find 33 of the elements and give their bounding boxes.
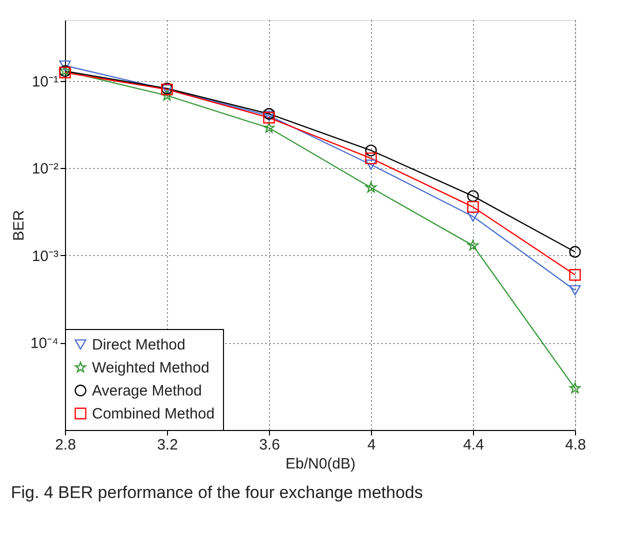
caption: Fig. 4 BER performance of the four exchange methods bbox=[10, 483, 423, 502]
x-tick-label: 2.8 bbox=[55, 436, 76, 454]
point bbox=[59, 60, 71, 71]
point bbox=[569, 285, 581, 296]
legend-label: Weighted Method bbox=[92, 360, 210, 376]
point bbox=[467, 240, 479, 250]
x-tick-label: 3.2 bbox=[157, 436, 178, 454]
point bbox=[569, 382, 581, 394]
y-tick-label: 10⁻³ bbox=[32, 248, 58, 265]
legend-label: Combined Method bbox=[92, 406, 215, 422]
y-axis-title: BER bbox=[10, 210, 28, 241]
point bbox=[365, 152, 377, 164]
point bbox=[467, 190, 479, 202]
x-tick-label: 3.6 bbox=[259, 436, 280, 454]
legend-label: Average Method bbox=[92, 382, 202, 400]
legend-label: Direct Method bbox=[92, 336, 186, 354]
y-tick-label: 10⁻⁴ bbox=[30, 335, 58, 352]
point bbox=[263, 110, 275, 121]
point bbox=[365, 159, 377, 170]
point bbox=[263, 122, 275, 133]
point bbox=[263, 108, 275, 120]
point bbox=[365, 144, 377, 156]
y-tick-label: 10⁻² bbox=[32, 160, 58, 178]
point bbox=[161, 90, 173, 100]
point bbox=[365, 182, 377, 192]
point bbox=[569, 246, 581, 258]
y-tick-label: 10⁻¹ bbox=[32, 73, 58, 90]
x-tick-label: 4.4 bbox=[463, 436, 484, 454]
point bbox=[569, 269, 581, 281]
x-axis-title: Eb/N0(dB) bbox=[285, 456, 356, 472]
x-tick-label: 4 bbox=[367, 436, 376, 454]
point bbox=[467, 201, 479, 213]
x-tick-label: 4.8 bbox=[565, 436, 586, 454]
